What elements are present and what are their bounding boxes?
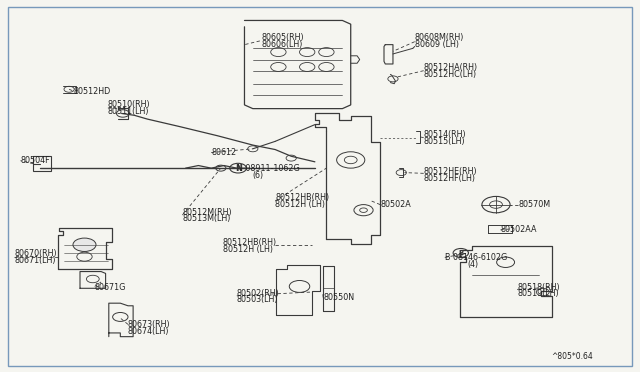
Text: 80674(LH): 80674(LH) [128,327,170,336]
Text: 80612: 80612 [211,148,236,157]
Text: (4): (4) [467,260,478,269]
Text: 80504F: 80504F [20,156,50,165]
Text: 80514(RH): 80514(RH) [424,130,467,139]
Text: 80550N: 80550N [323,293,355,302]
Text: 80570M: 80570M [518,200,550,209]
Text: 80512H (LH): 80512H (LH) [275,200,325,209]
Text: (6): (6) [253,171,264,180]
Text: B 08146-6102G: B 08146-6102G [445,253,507,262]
Text: 80503(LH): 80503(LH) [237,295,278,304]
Text: 80605(RH): 80605(RH) [261,33,304,42]
Text: 80673(RH): 80673(RH) [128,320,171,329]
Text: 80512HE(RH): 80512HE(RH) [424,167,477,176]
Text: 80512HB(RH): 80512HB(RH) [223,238,277,247]
Text: 80512M(RH): 80512M(RH) [182,208,232,217]
Text: 80512HA(RH): 80512HA(RH) [424,63,478,72]
Text: ^805*0.64: ^805*0.64 [552,352,593,361]
Bar [33,156,51,171]
Text: 80606(LH): 80606(LH) [261,40,303,49]
Text: 80512HD: 80512HD [74,87,111,96]
Text: 80502A: 80502A [380,200,411,209]
Text: 80513M(LH): 80513M(LH) [182,214,231,223]
Text: 80511(LH): 80511(LH) [108,107,149,116]
Text: 80670(RH): 80670(RH) [14,249,57,258]
Text: 80519(LH): 80519(LH) [517,289,559,298]
Text: 80608M(RH): 80608M(RH) [415,33,464,42]
Text: 80671G: 80671G [95,283,126,292]
Text: N: N [235,164,241,173]
Text: 80512HB(RH): 80512HB(RH) [275,193,330,202]
Text: 80502(RH): 80502(RH) [237,289,280,298]
Circle shape [73,238,96,251]
Text: B: B [458,250,463,256]
Text: 80671(LH): 80671(LH) [14,256,56,265]
Text: N 08911-1062G: N 08911-1062G [237,164,300,173]
Text: 80510(RH): 80510(RH) [108,100,150,109]
Text: 80518(RH): 80518(RH) [517,283,560,292]
Text: 80502AA: 80502AA [500,225,537,234]
Text: 80515(LH): 80515(LH) [424,137,465,146]
Text: 80512HF(LH): 80512HF(LH) [424,174,476,183]
Text: 80512H (LH): 80512H (LH) [223,245,273,254]
Text: 80609 (LH): 80609 (LH) [415,40,459,49]
Text: 80512HC(LH): 80512HC(LH) [424,70,477,79]
